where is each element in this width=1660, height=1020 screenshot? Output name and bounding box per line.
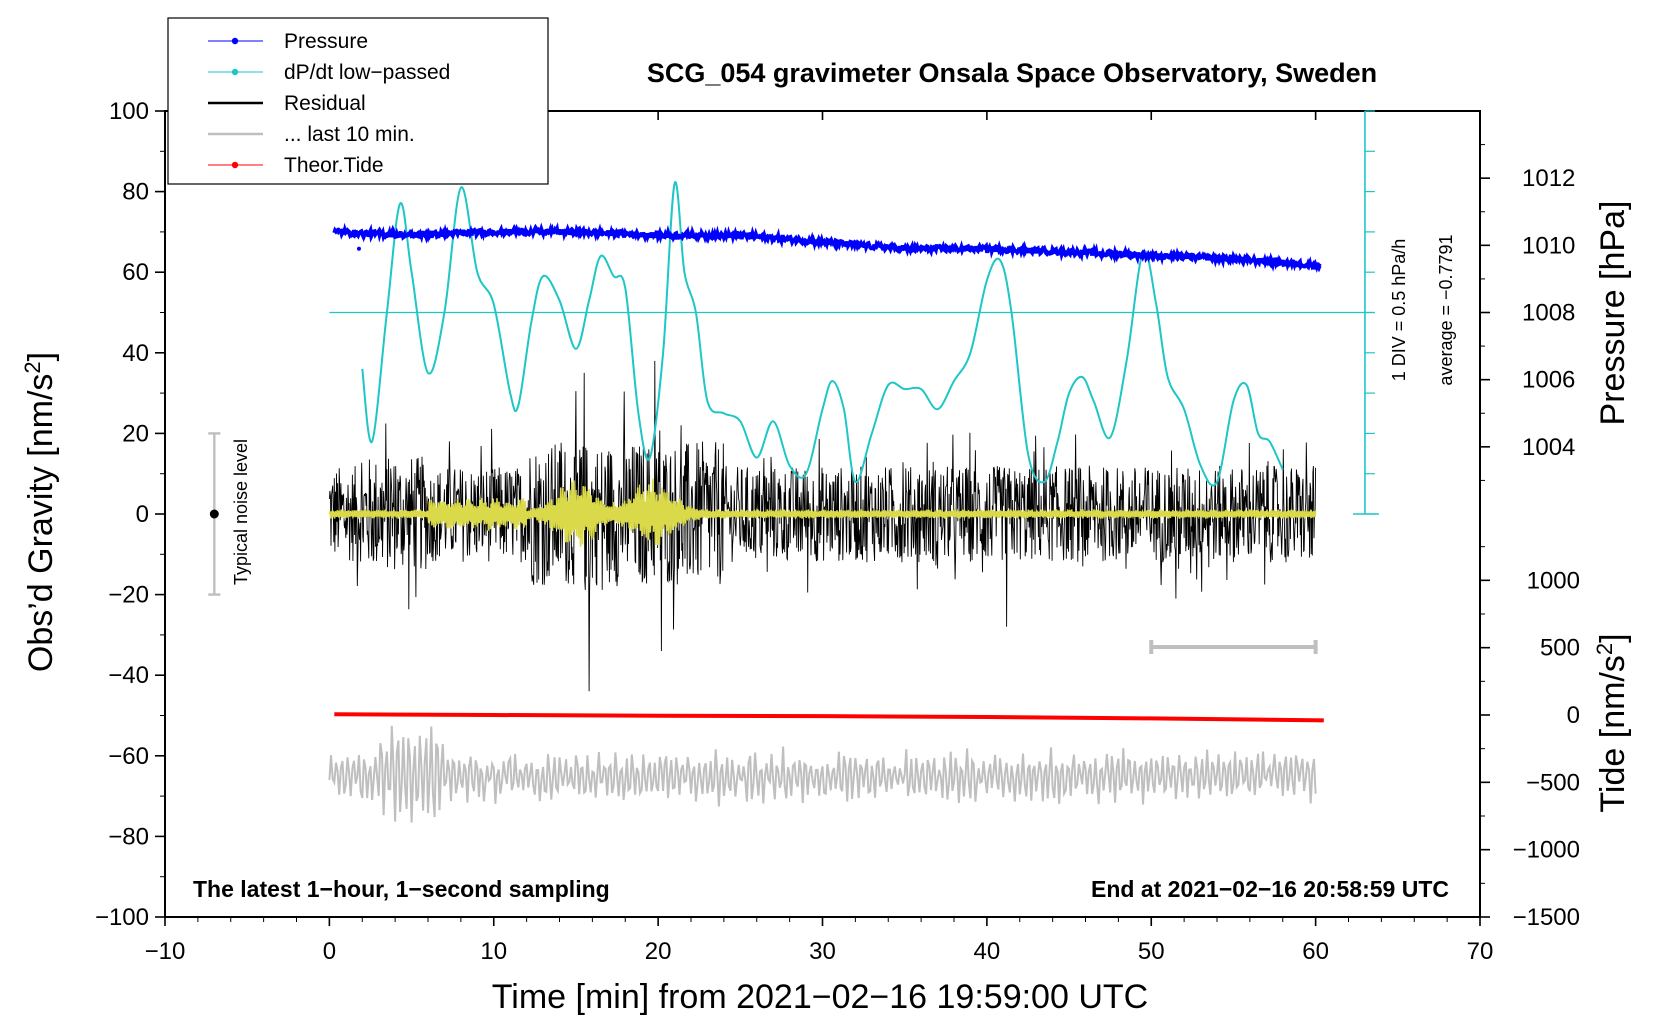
x-tick-label: −10 — [145, 938, 186, 965]
y-axis-tide: 1000 500 0 −500 −1000 −1500 — [1480, 546, 1580, 931]
y-axis-title-pressure: Pressure [hPa] — [1594, 201, 1632, 426]
legend-label: dP/dt low−passed — [284, 61, 450, 84]
annotations: 1 DIV = 0.5 hPa/h average = −0.7791 Typi… — [193, 234, 1456, 902]
tide-tick-label: −1000 — [1513, 837, 1580, 864]
y-tick-label: 60 — [122, 259, 149, 286]
bottom-left-note: The latest 1−hour, 1−second sampling — [193, 876, 610, 902]
chart-title: SCG_054 gravimeter Onsala Space Observat… — [647, 58, 1377, 88]
pressure-line — [332, 222, 1322, 274]
tide-line — [334, 712, 1324, 723]
pressure-tick-label: 1010 — [1522, 232, 1575, 259]
legend-marker — [231, 161, 239, 169]
y-tick-label: −40 — [108, 662, 149, 689]
dpdt-line — [361, 181, 1284, 487]
noise-level-label: Typical noise level — [231, 439, 251, 585]
tide-series-group — [334, 712, 1324, 723]
pressure-tick-label: 1008 — [1522, 300, 1575, 327]
tide-tick-label: 1000 — [1527, 567, 1580, 594]
x-axis: −10 0 10 20 30 40 50 60 70 — [145, 111, 1494, 965]
y-tick-label: 80 — [122, 179, 149, 206]
legend-marker — [231, 68, 239, 76]
pressure-series-group — [332, 222, 1322, 274]
legend-label: ... last 10 min. — [284, 123, 415, 146]
y-tick-label: −100 — [95, 904, 149, 931]
legend-label: Residual — [284, 92, 366, 115]
lowpass-series-group — [328, 478, 1317, 547]
pressure-tick-label: 1006 — [1522, 367, 1575, 394]
x-tick-label: 0 — [323, 938, 336, 965]
tide-tick-label: −1500 — [1513, 904, 1580, 931]
y-tick-label: 0 — [136, 501, 149, 528]
last10-line — [328, 725, 1317, 823]
tide-tick-label: 500 — [1540, 635, 1580, 662]
last10-series-group — [328, 725, 1317, 823]
x-tick-label: 10 — [480, 938, 507, 965]
dp-average-label: average = −0.7791 — [1436, 234, 1456, 385]
lowpass-line — [328, 478, 1317, 547]
x-tick-label: 70 — [1467, 938, 1494, 965]
pressure-outlier-point — [356, 246, 361, 251]
y-tick-label: −80 — [108, 823, 149, 850]
y-axis-title-gravity: Obs’d Gravity [nm/s2] — [20, 352, 60, 672]
x-axis-title: Time [min] from 2021−02−16 19:59:00 UTC — [492, 978, 1148, 1016]
legend-marker — [231, 37, 239, 45]
legend-box — [167, 17, 549, 185]
pressure-tick-label: 1012 — [1522, 165, 1575, 192]
tide-tick-label: −500 — [1526, 769, 1580, 796]
y-tick-label: 100 — [109, 98, 149, 125]
dpdt-series-group — [361, 181, 1284, 487]
x-tick-label: 30 — [809, 938, 836, 965]
bottom-right-note: End at 2021−02−16 20:58:59 UTC — [1091, 876, 1449, 902]
y-axis-gravity: 100 80 60 40 20 0 −20 −40 −60 −80 −100 — [95, 98, 165, 931]
y-tick-label: −20 — [108, 582, 149, 609]
y-tick-label: 40 — [122, 340, 149, 367]
legend-label: Theor.Tide — [284, 154, 384, 177]
x-tick-label: 50 — [1138, 938, 1165, 965]
tide-tick-label: 0 — [1567, 702, 1580, 729]
dp-scale-label: 1 DIV = 0.5 hPa/h — [1389, 239, 1409, 382]
y-tick-label: −60 — [108, 743, 149, 770]
x-tick-label: 40 — [974, 938, 1001, 965]
pressure-tick-label: 1004 — [1522, 434, 1575, 461]
legend: Pressure dP/dt low−passed Residual ... last… — [167, 17, 549, 185]
y-axis-pressure: 1012 1010 1008 1006 1004 — [1480, 144, 1575, 481]
y-tick-label: 20 — [122, 420, 149, 447]
x-tick-label: 20 — [645, 938, 672, 965]
y-axis-title-tide: Tide [nm/s2] — [1592, 633, 1632, 812]
legend-label: Pressure — [284, 30, 368, 53]
x-tick-label: 60 — [1302, 938, 1329, 965]
noise-bar-center-dot — [209, 509, 219, 519]
